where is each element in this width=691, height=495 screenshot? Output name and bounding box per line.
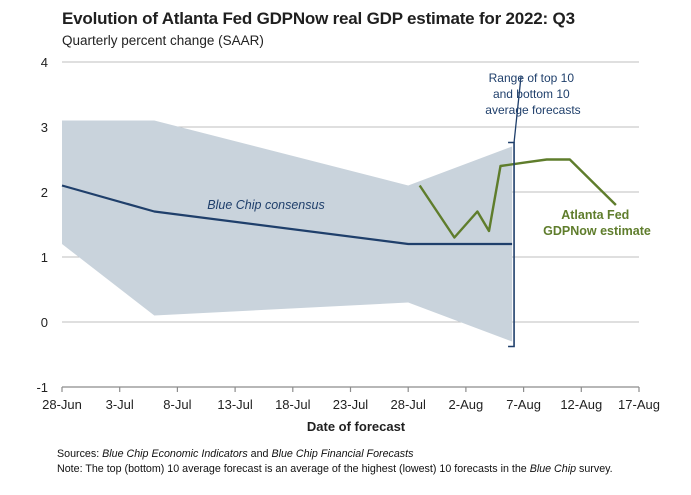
forecast-range-band (62, 120, 513, 342)
chart-canvas: 4 3 2 1 0 -1 28-Jun 3-Jul 8-Jul 13-Jul 18-Jul 23-J… (36, 55, 660, 434)
x-tick-label: 17-Aug (618, 397, 660, 412)
chart-title: Evolution of Atlanta Fed GDPNow real GDP… (62, 9, 575, 28)
y-tick-label: 3 (41, 120, 48, 135)
x-tick-label: 8-Jul (163, 397, 191, 412)
series-line-blue-chip-consensus (61, 184, 513, 246)
axes (61, 386, 640, 392)
note-suffix: survey. (576, 463, 613, 475)
sources-line: Sources: Blue Chip Economic Indicators a… (57, 447, 687, 462)
chart-subtitle: Quarterly percent change (SAAR) (62, 33, 264, 48)
sources-title-1: Blue Chip Economic Indicators (102, 448, 248, 460)
note-line: Note: The top (bottom) 10 average foreca… (57, 462, 687, 477)
x-tick-label: 28-Jul (390, 397, 426, 412)
x-tick-label: 18-Jul (275, 397, 311, 412)
gdpnow-label-line-2: GDPNow estimate (543, 224, 651, 238)
x-axis-title: Date of forecast (307, 419, 406, 434)
range-bracket (508, 141, 515, 348)
y-tick-label: 0 (41, 315, 48, 330)
chart-notes: Sources: Blue Chip Economic Indicators a… (57, 447, 687, 477)
range-label-line-2: and bottom 10 (493, 87, 570, 101)
x-tick-label: 13-Jul (217, 397, 253, 412)
sources-mid: and (247, 448, 272, 460)
series-line-gdpnow-estimate (418, 158, 617, 239)
sources-title-2: Blue Chip Financial Forecasts (271, 448, 414, 460)
x-tick-label: 28-Jun (42, 397, 82, 412)
x-tick-label: 7-Aug (506, 397, 541, 412)
y-tick-label: 4 (41, 55, 48, 70)
range-label-line-1: Range of top 10 (489, 71, 575, 85)
range-annotation-label: Range of top 10 and bottom 10 average fo… (485, 71, 580, 117)
note-prefix: Note: The top (bottom) 10 average foreca… (57, 463, 530, 475)
range-label-line-3: average forecasts (485, 103, 580, 117)
x-tick-label: 3-Jul (106, 397, 134, 412)
gdpnow-label-line-1: Atlanta Fed (561, 208, 629, 222)
x-tick-label: 23-Jul (333, 397, 369, 412)
y-tick-label: -1 (36, 380, 48, 395)
blue-chip-annotation: Blue Chip consensus (207, 198, 324, 212)
x-tick-label: 12-Aug (560, 397, 602, 412)
x-tick-labels: 28-Jun 3-Jul 8-Jul 13-Jul 18-Jul 23-Jul 28-Jul… (42, 397, 660, 412)
gdpnow-annotation: Atlanta Fed GDPNow estimate (543, 208, 651, 238)
x-tick-label: 2-Aug (449, 397, 484, 412)
sources-prefix: Sources: (57, 448, 103, 460)
range-annotation-leader (513, 75, 522, 143)
y-tick-label: 1 (41, 250, 48, 265)
y-tick-label: 2 (41, 185, 48, 200)
y-tick-labels: 4 3 2 1 0 -1 (36, 55, 48, 395)
note-italic: Blue Chip (529, 463, 577, 475)
